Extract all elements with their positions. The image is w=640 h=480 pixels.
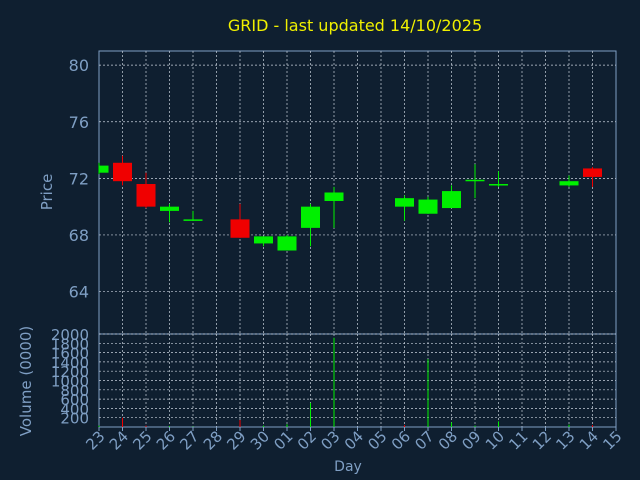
- volume-tick-label: 1600: [51, 345, 89, 363]
- x-tick-label: 04: [341, 427, 367, 453]
- candle-body: [442, 191, 461, 209]
- x-tick-label: 15: [599, 427, 625, 453]
- x-tick-label: 08: [435, 427, 461, 453]
- x-tick-label: 27: [176, 427, 202, 453]
- candle-body: [160, 206, 179, 211]
- volume-tick-label: 1200: [51, 363, 89, 381]
- candle-body: [277, 236, 297, 251]
- x-tick-label: 14: [576, 427, 602, 453]
- x-tick-label: 13: [552, 427, 578, 453]
- candle-body: [583, 168, 602, 177]
- x-tick-label: 11: [505, 427, 531, 453]
- candle-body: [99, 165, 109, 173]
- candle-body: [395, 198, 414, 207]
- x-tick-label: 07: [411, 427, 437, 453]
- candle-body: [465, 179, 485, 182]
- x-tick-label: 26: [153, 427, 179, 453]
- x-tick-label: 24: [106, 427, 132, 453]
- volume-grid: [99, 333, 616, 427]
- x-tick-label: 03: [317, 427, 343, 453]
- volume-tick-label: 1400: [51, 354, 89, 372]
- price-grid: [99, 51, 616, 334]
- volume-tick-label: 200: [60, 410, 89, 428]
- candles: [98, 155, 602, 251]
- candle-body: [136, 184, 156, 207]
- candle-body: [324, 192, 344, 201]
- chart-title: GRID - last updated 14/10/2025: [228, 16, 482, 35]
- price-axis-label: Price: [38, 174, 56, 211]
- candle-body: [254, 236, 273, 244]
- candle-body: [113, 162, 132, 182]
- volume-tick-label: 800: [60, 382, 89, 400]
- x-tick-label: 25: [129, 427, 155, 453]
- x-tick-label: 09: [458, 427, 484, 453]
- x-tick-label: 10: [482, 427, 508, 453]
- x-tick-label: 12: [529, 427, 555, 453]
- candle-body: [230, 219, 250, 238]
- price-tick-label: 72: [69, 169, 89, 188]
- x-tick-label: 05: [364, 427, 390, 453]
- volume-tick-label: 600: [60, 391, 89, 409]
- candle-body: [489, 184, 508, 186]
- price-tick-label: 68: [69, 226, 89, 245]
- volume-axis-label: Volume (0000): [17, 326, 35, 436]
- x-tick-label: 28: [200, 427, 226, 453]
- x-axis: 2324252627282930010203040506070809101112…: [82, 427, 626, 454]
- x-tick-label: 30: [247, 427, 273, 453]
- candle-body: [183, 219, 203, 221]
- candle-body: [301, 206, 320, 228]
- volume-bars: [98, 337, 593, 427]
- x-tick-label: 02: [294, 427, 320, 453]
- price-tick-label: 64: [69, 283, 89, 302]
- price-tick-label: 80: [69, 56, 89, 75]
- volume-tick-label: 2000: [51, 326, 89, 344]
- x-axis-label: Day: [334, 459, 362, 475]
- volume-tick-label: 1800: [51, 335, 89, 353]
- price-tick-label: 76: [69, 113, 89, 132]
- x-tick-label: 06: [388, 427, 414, 453]
- price-y-axis: 64 68 72 76 80: [69, 56, 89, 301]
- volume-tick-label: 1000: [51, 373, 89, 391]
- volume-tick-label: 400: [60, 400, 89, 418]
- x-tick-label: 23: [82, 427, 108, 453]
- x-tick-label: 29: [223, 427, 249, 453]
- candle-body: [418, 199, 438, 214]
- candle-body: [559, 181, 579, 186]
- x-tick-label: 01: [270, 427, 296, 453]
